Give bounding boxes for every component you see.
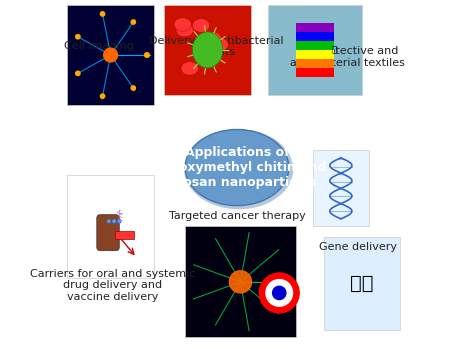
FancyBboxPatch shape xyxy=(324,237,400,330)
Ellipse shape xyxy=(192,19,210,32)
Circle shape xyxy=(145,53,149,57)
Text: Carriers for oral and systemic
drug delivery and
vaccine delivery: Carriers for oral and systemic drug deli… xyxy=(30,269,195,302)
Circle shape xyxy=(104,48,118,62)
Text: Cell imaging: Cell imaging xyxy=(64,42,133,51)
Circle shape xyxy=(76,71,80,75)
Bar xyxy=(296,23,334,32)
FancyBboxPatch shape xyxy=(97,215,119,251)
FancyBboxPatch shape xyxy=(185,227,296,337)
Ellipse shape xyxy=(211,38,228,51)
Text: Targeted cancer therapy: Targeted cancer therapy xyxy=(169,211,305,221)
FancyBboxPatch shape xyxy=(313,150,369,227)
Ellipse shape xyxy=(185,129,289,206)
Ellipse shape xyxy=(184,129,293,209)
FancyBboxPatch shape xyxy=(67,5,154,105)
Circle shape xyxy=(131,86,136,90)
Bar xyxy=(115,231,134,239)
Text: UV protective and
antibacterial textiles: UV protective and antibacterial textiles xyxy=(291,46,405,68)
Bar xyxy=(296,59,334,68)
Circle shape xyxy=(76,35,80,39)
Circle shape xyxy=(266,280,292,306)
Circle shape xyxy=(259,273,299,313)
Bar xyxy=(296,41,334,50)
FancyBboxPatch shape xyxy=(268,5,362,95)
Bar xyxy=(296,68,334,77)
Text: 👨‍👦: 👨‍👦 xyxy=(350,274,374,293)
Circle shape xyxy=(100,12,105,16)
FancyBboxPatch shape xyxy=(67,174,154,279)
Bar xyxy=(296,50,334,59)
Ellipse shape xyxy=(181,62,198,75)
Ellipse shape xyxy=(204,32,221,45)
Text: 👥: 👥 xyxy=(331,45,336,54)
Circle shape xyxy=(100,94,105,98)
Ellipse shape xyxy=(107,219,111,223)
Ellipse shape xyxy=(176,23,193,37)
Ellipse shape xyxy=(192,32,223,68)
Text: ⚕: ⚕ xyxy=(116,209,123,223)
Circle shape xyxy=(229,271,252,293)
Text: Applications of
carboxymethyl chitin and
chitosan nanoparticles: Applications of carboxymethyl chitin and… xyxy=(148,146,326,189)
Text: Gene delivery: Gene delivery xyxy=(319,242,397,252)
Ellipse shape xyxy=(117,219,121,223)
Circle shape xyxy=(131,20,136,24)
Text: Delivery of antibacterial
agents: Delivery of antibacterial agents xyxy=(149,36,283,57)
Circle shape xyxy=(145,53,149,57)
FancyBboxPatch shape xyxy=(164,5,251,95)
Ellipse shape xyxy=(112,219,116,223)
Circle shape xyxy=(273,286,286,299)
Bar xyxy=(296,32,334,41)
Ellipse shape xyxy=(174,18,191,31)
